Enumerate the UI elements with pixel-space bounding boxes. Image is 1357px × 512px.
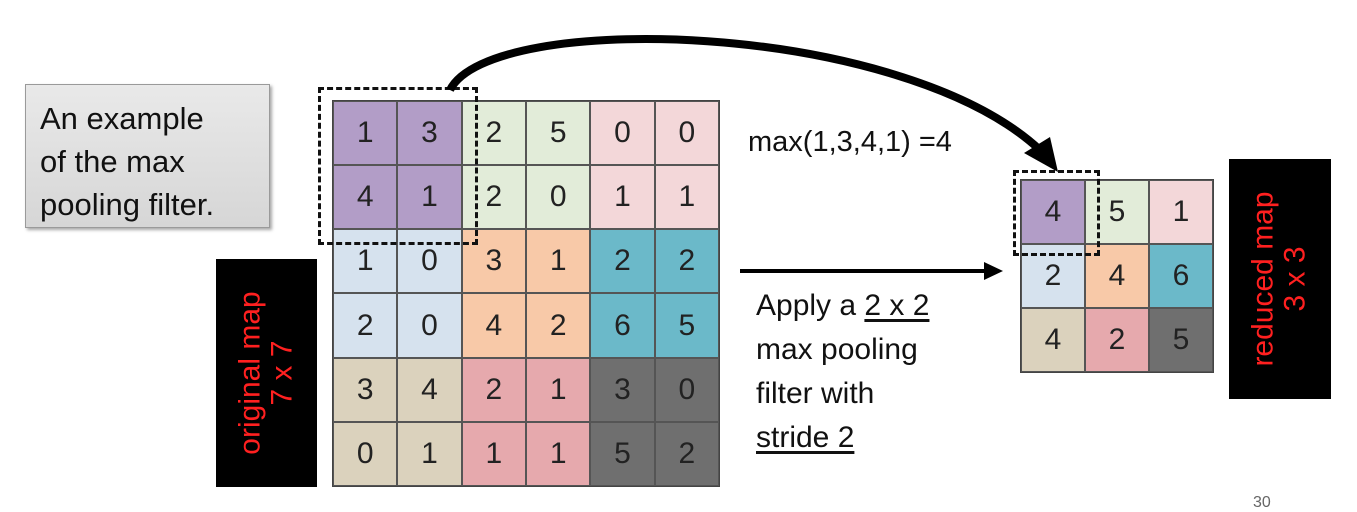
explanation-text: Apply a 2 x 2 max pooling filter with st… <box>756 284 929 460</box>
original-map-cell: 0 <box>333 421 398 486</box>
reduced-map-cell: 4 <box>1021 308 1085 372</box>
curved-arrow <box>446 35 1043 153</box>
curved-arrow-head <box>1024 137 1058 172</box>
reduced-map-cell: 1 <box>1149 180 1213 244</box>
page-number: 30 <box>1253 494 1271 511</box>
original-map-cell: 3 <box>397 101 462 166</box>
original-map-cell: 1 <box>526 229 591 294</box>
original-map-cell: 4 <box>333 165 398 230</box>
original-map-label: original map 7 x 7 <box>216 259 317 487</box>
original-map-cell: 0 <box>590 101 655 166</box>
explanation-line-1: Apply a 2 x 2 <box>756 284 929 328</box>
original-map-cell: 5 <box>654 293 719 358</box>
reduced-map-cell: 5 <box>1085 180 1149 244</box>
original-map-cell: 4 <box>397 357 462 422</box>
reduced-map-cell: 4 <box>1021 180 1085 244</box>
reduced-map-cell: 5 <box>1149 308 1213 372</box>
reduced-map-cell: 2 <box>1085 308 1149 372</box>
original-map-cell: 5 <box>590 421 655 486</box>
explanation-prefix: Apply a <box>756 289 865 322</box>
original-map-cell: 1 <box>397 421 462 486</box>
original-map-cell: 2 <box>461 357 526 422</box>
callout-line-3: pooling filter. <box>40 187 215 222</box>
original-map-cell: 0 <box>654 101 719 166</box>
original-map-cell: 2 <box>526 293 591 358</box>
original-map-cell: 2 <box>654 421 719 486</box>
original-map-cell: 2 <box>590 229 655 294</box>
original-map-cell: 5 <box>526 101 591 166</box>
original-map-cell: 3 <box>461 229 526 294</box>
filter-size-text: 2 x 2 <box>864 289 930 322</box>
original-map-cell: 0 <box>397 229 462 294</box>
original-map-cell: 1 <box>333 229 398 294</box>
original-map-cell: 1 <box>526 357 591 422</box>
original-map-cell: 3 <box>590 357 655 422</box>
original-map-cell: 3 <box>333 357 398 422</box>
callout-line-1: An example <box>40 101 204 136</box>
original-map-cell: 2 <box>333 293 398 358</box>
original-map-cell: 0 <box>654 357 719 422</box>
callout-box: An example of the max pooling filter. <box>25 84 270 228</box>
original-map-cell: 1 <box>333 101 398 166</box>
explanation-line-2: max pooling <box>756 333 918 366</box>
original-map-cell: 2 <box>654 229 719 294</box>
pooling-window-outline <box>318 87 478 245</box>
original-map-cell: 0 <box>526 165 591 230</box>
original-map-cell: 4 <box>461 293 526 358</box>
original-map-cell: 1 <box>461 421 526 486</box>
original-map-cell: 6 <box>590 293 655 358</box>
original-map-cell: 1 <box>397 165 462 230</box>
original-map-cell: 1 <box>654 165 719 230</box>
result-cell-outline <box>1013 170 1100 256</box>
reduced-map-label: reduced map 3 x 3 <box>1229 159 1331 399</box>
original-map-cell: 2 <box>461 165 526 230</box>
straight-arrow-head <box>984 262 1003 280</box>
stride-text: stride 2 <box>756 421 855 454</box>
original-map-cell: 0 <box>397 293 462 358</box>
original-map-cell: 1 <box>526 421 591 486</box>
reduced-map-cell: 6 <box>1149 244 1213 308</box>
explanation-line-3: filter with <box>756 377 875 410</box>
callout-line-2: of the max <box>40 144 185 179</box>
original-map-cell: 1 <box>590 165 655 230</box>
max-equation: max(1,3,4,1) =4 <box>748 126 952 158</box>
original-map-cell: 2 <box>461 101 526 166</box>
